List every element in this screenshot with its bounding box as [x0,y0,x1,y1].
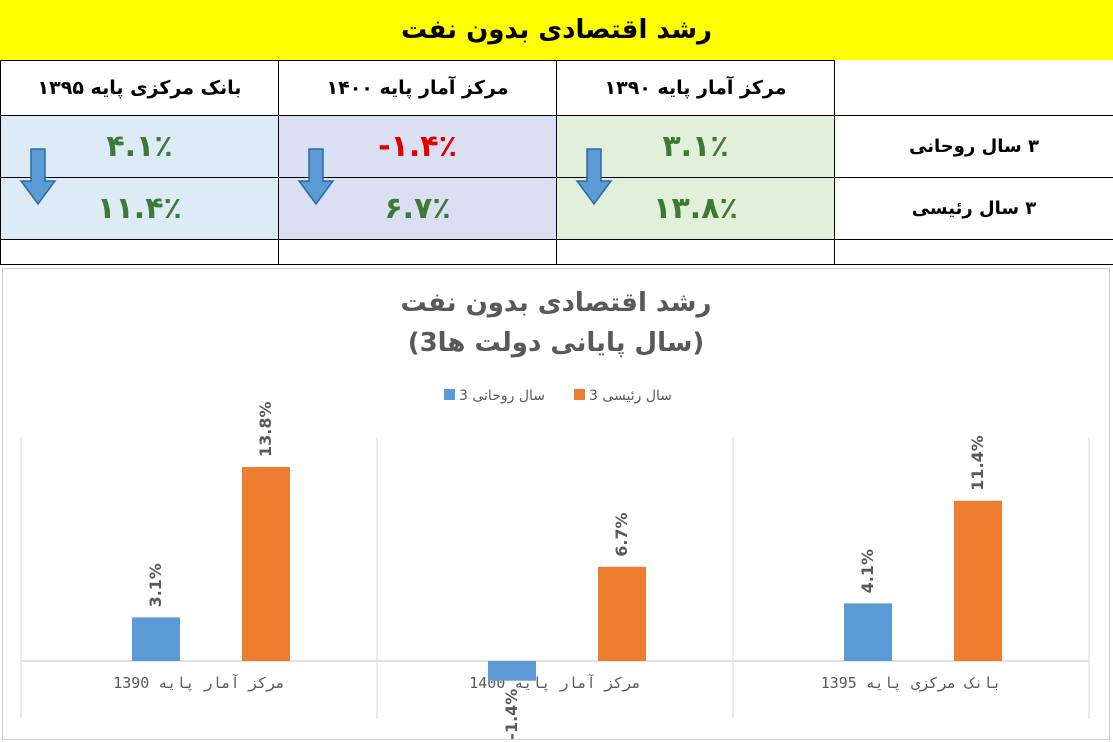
spacer-cell [834,239,1113,265]
cell-raisi-sci-1390: ۱۳.۸٪ [556,148,835,240]
chart-container: رشد اقتصادی بدون نفت (3سال پایانی دولت ه… [2,268,1110,740]
table-row-rouhani: ۴.۱٪ -۱.۴٪ ۳.۱٪ ۳ سال روحانی [0,115,1113,178]
cell-rouhani-sci-1400: -۱.۴٪ [278,115,557,178]
legend-swatch-rouhani [444,389,455,400]
data-label: 11.4% [968,435,987,491]
bar-rouhani [132,617,180,661]
header-cbi-1395: بانک مرکزی پایه ۱۳۹۵ [0,60,279,116]
legend-swatch-raisi [574,389,585,400]
bar-raisi [954,500,1002,661]
header-sci-1400: مرکز آمار پایه ۱۴۰۰ [278,60,557,116]
cell-value: ۶.۷٪ [384,191,451,226]
bar-rouhani [844,603,892,661]
legend-label-raisi: 3 سال رئیسی [589,388,672,404]
data-label: 3.1% [146,563,165,607]
cell-value: ۱۱.۴٪ [97,191,182,226]
spacer-cell [278,239,557,265]
banner-title: رشد اقتصادی بدون نفت [0,0,1113,60]
spacer-cell [0,239,279,265]
data-label: 13.8% [256,401,275,457]
header-sci-1390: مرکز آمار پایه ۱۳۹۰ [556,60,835,116]
arrow-down-icon [575,148,613,206]
data-label: 4.1% [858,549,877,593]
row-label-rouhani: ۳ سال روحانی [834,115,1113,178]
chart-title-line2: (3سال پایانی دولت ها) [408,328,705,358]
bar-raisi [242,467,290,661]
table-spacer-row [0,239,1113,265]
cell-raisi-cbi-1395: ۱۱.۴٪ [0,148,279,240]
cell-rouhani-cbi-1395: ۴.۱٪ [0,115,279,178]
arrow-down-icon [19,148,57,206]
x-tick-label: مرکز آمار پایه 1390 [113,674,285,693]
chart-title-line1: رشد اقتصادی بدون نفت [401,288,712,318]
spacer-cell [556,239,835,265]
bar-rouhani [488,661,536,681]
cell-raisi-sci-1400: ۶.۷٪ [278,148,557,240]
legend-label-rouhani: 3 سال روحانی [459,388,545,404]
data-label: 6.7% [612,512,631,556]
table-header-row: بانک مرکزی پایه ۱۳۹۵ مرکز آمار پایه ۱۴۰۰… [0,60,1113,116]
data-label: -1.4% [502,689,521,739]
header-blank-cell [834,60,1113,116]
cell-value: ۱۳.۸٪ [653,191,738,226]
x-tick-label: بانک مرکزی پایه 1395 [821,674,1002,693]
summary-table: بانک مرکزی پایه ۱۳۹۵ مرکز آمار پایه ۱۴۰۰… [0,60,1113,265]
table-row-raisi: ۱۱.۴٪ ۶.۷٪ ۱۳.۸٪ ۳ سال رئیسی [0,148,1113,240]
bar-chart: رشد اقتصادی بدون نفت (3سال پایانی دولت ه… [20,288,1090,739]
row-label-raisi: ۳ سال رئیسی [834,177,1113,240]
bar-raisi [598,566,646,661]
chart-legend: 3 سال روحانی 3 سال رئیسی [444,388,672,404]
arrow-down-icon [297,148,335,206]
